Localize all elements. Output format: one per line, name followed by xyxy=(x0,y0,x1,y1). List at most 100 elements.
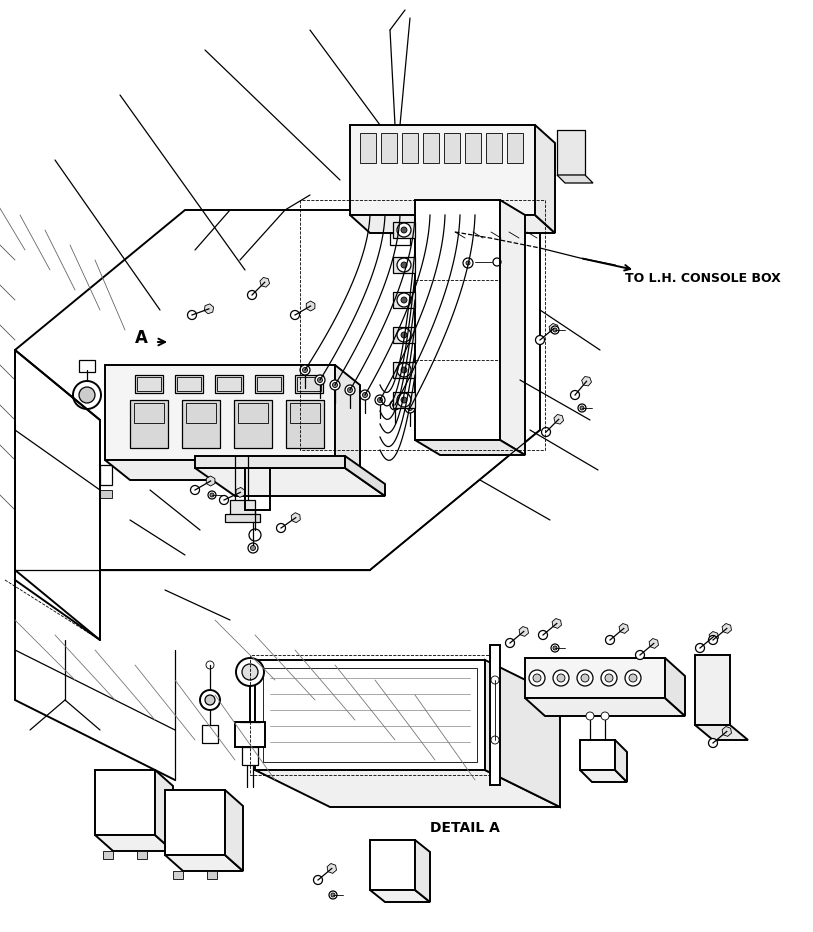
Circle shape xyxy=(290,310,299,320)
Circle shape xyxy=(580,406,584,410)
Polygon shape xyxy=(554,415,563,424)
Text: TO L.H. CONSOLE BOX: TO L.H. CONSOLE BOX xyxy=(625,271,780,284)
Circle shape xyxy=(541,428,550,436)
Circle shape xyxy=(695,643,705,652)
Polygon shape xyxy=(155,770,173,851)
Text: A: A xyxy=(135,329,148,347)
Bar xyxy=(100,490,112,498)
Circle shape xyxy=(314,875,323,884)
Circle shape xyxy=(529,670,545,686)
Circle shape xyxy=(401,297,407,303)
Circle shape xyxy=(363,392,367,398)
Bar xyxy=(444,133,460,163)
Bar xyxy=(402,133,418,163)
Polygon shape xyxy=(485,660,560,807)
Polygon shape xyxy=(260,278,270,287)
Bar xyxy=(393,362,415,378)
Bar xyxy=(507,133,523,163)
Polygon shape xyxy=(722,624,732,634)
Bar xyxy=(470,233,490,245)
Bar xyxy=(175,375,203,393)
Circle shape xyxy=(200,690,220,710)
Circle shape xyxy=(407,405,412,410)
Polygon shape xyxy=(15,350,100,640)
Polygon shape xyxy=(255,770,560,807)
Circle shape xyxy=(553,670,569,686)
Polygon shape xyxy=(225,790,243,871)
Bar xyxy=(177,377,201,391)
Circle shape xyxy=(331,893,335,897)
Polygon shape xyxy=(619,624,628,634)
Circle shape xyxy=(333,382,337,388)
Bar xyxy=(137,851,147,859)
Circle shape xyxy=(249,529,261,541)
Circle shape xyxy=(242,664,258,680)
Circle shape xyxy=(625,670,641,686)
Polygon shape xyxy=(345,456,385,496)
Circle shape xyxy=(220,496,228,504)
Circle shape xyxy=(329,891,337,899)
Circle shape xyxy=(586,712,594,720)
Polygon shape xyxy=(350,125,535,215)
Bar xyxy=(230,500,255,515)
Polygon shape xyxy=(370,840,415,890)
Circle shape xyxy=(397,223,411,237)
Polygon shape xyxy=(525,658,665,698)
Circle shape xyxy=(401,367,407,373)
Polygon shape xyxy=(695,725,748,740)
Circle shape xyxy=(708,738,718,747)
Circle shape xyxy=(397,258,411,272)
Polygon shape xyxy=(335,365,360,480)
Bar xyxy=(173,871,183,879)
Circle shape xyxy=(300,365,310,375)
Bar xyxy=(393,222,415,238)
Circle shape xyxy=(401,227,407,233)
Polygon shape xyxy=(415,200,500,440)
Bar xyxy=(217,377,241,391)
Circle shape xyxy=(397,328,411,342)
Polygon shape xyxy=(204,304,214,314)
Circle shape xyxy=(533,674,541,682)
Bar xyxy=(393,327,415,343)
Circle shape xyxy=(276,524,285,532)
Polygon shape xyxy=(500,200,525,455)
Bar xyxy=(390,233,410,245)
Polygon shape xyxy=(255,660,485,770)
Bar xyxy=(182,400,220,448)
Circle shape xyxy=(247,291,256,299)
Bar xyxy=(486,133,502,163)
Circle shape xyxy=(360,390,370,400)
Polygon shape xyxy=(15,210,540,570)
Circle shape xyxy=(345,385,355,395)
Bar xyxy=(257,377,281,391)
Circle shape xyxy=(302,367,307,373)
Bar xyxy=(134,403,164,423)
Polygon shape xyxy=(165,855,243,871)
Circle shape xyxy=(708,636,718,645)
Polygon shape xyxy=(519,626,528,637)
Bar xyxy=(295,375,323,393)
Bar xyxy=(465,133,481,163)
Bar xyxy=(430,233,450,245)
Bar xyxy=(297,377,321,391)
Bar xyxy=(234,400,272,448)
Bar xyxy=(137,377,161,391)
Circle shape xyxy=(553,328,557,332)
Circle shape xyxy=(236,658,264,686)
Polygon shape xyxy=(415,840,430,902)
Circle shape xyxy=(210,493,214,497)
Polygon shape xyxy=(415,440,525,455)
Circle shape xyxy=(318,377,323,382)
Polygon shape xyxy=(236,487,245,498)
Circle shape xyxy=(536,336,545,345)
Bar xyxy=(235,722,265,747)
Bar xyxy=(255,375,283,393)
Circle shape xyxy=(315,375,325,385)
Circle shape xyxy=(248,543,258,553)
Circle shape xyxy=(405,403,415,413)
Circle shape xyxy=(571,391,580,400)
Circle shape xyxy=(375,395,385,405)
Polygon shape xyxy=(105,460,360,480)
Polygon shape xyxy=(95,835,173,851)
Circle shape xyxy=(397,363,411,377)
